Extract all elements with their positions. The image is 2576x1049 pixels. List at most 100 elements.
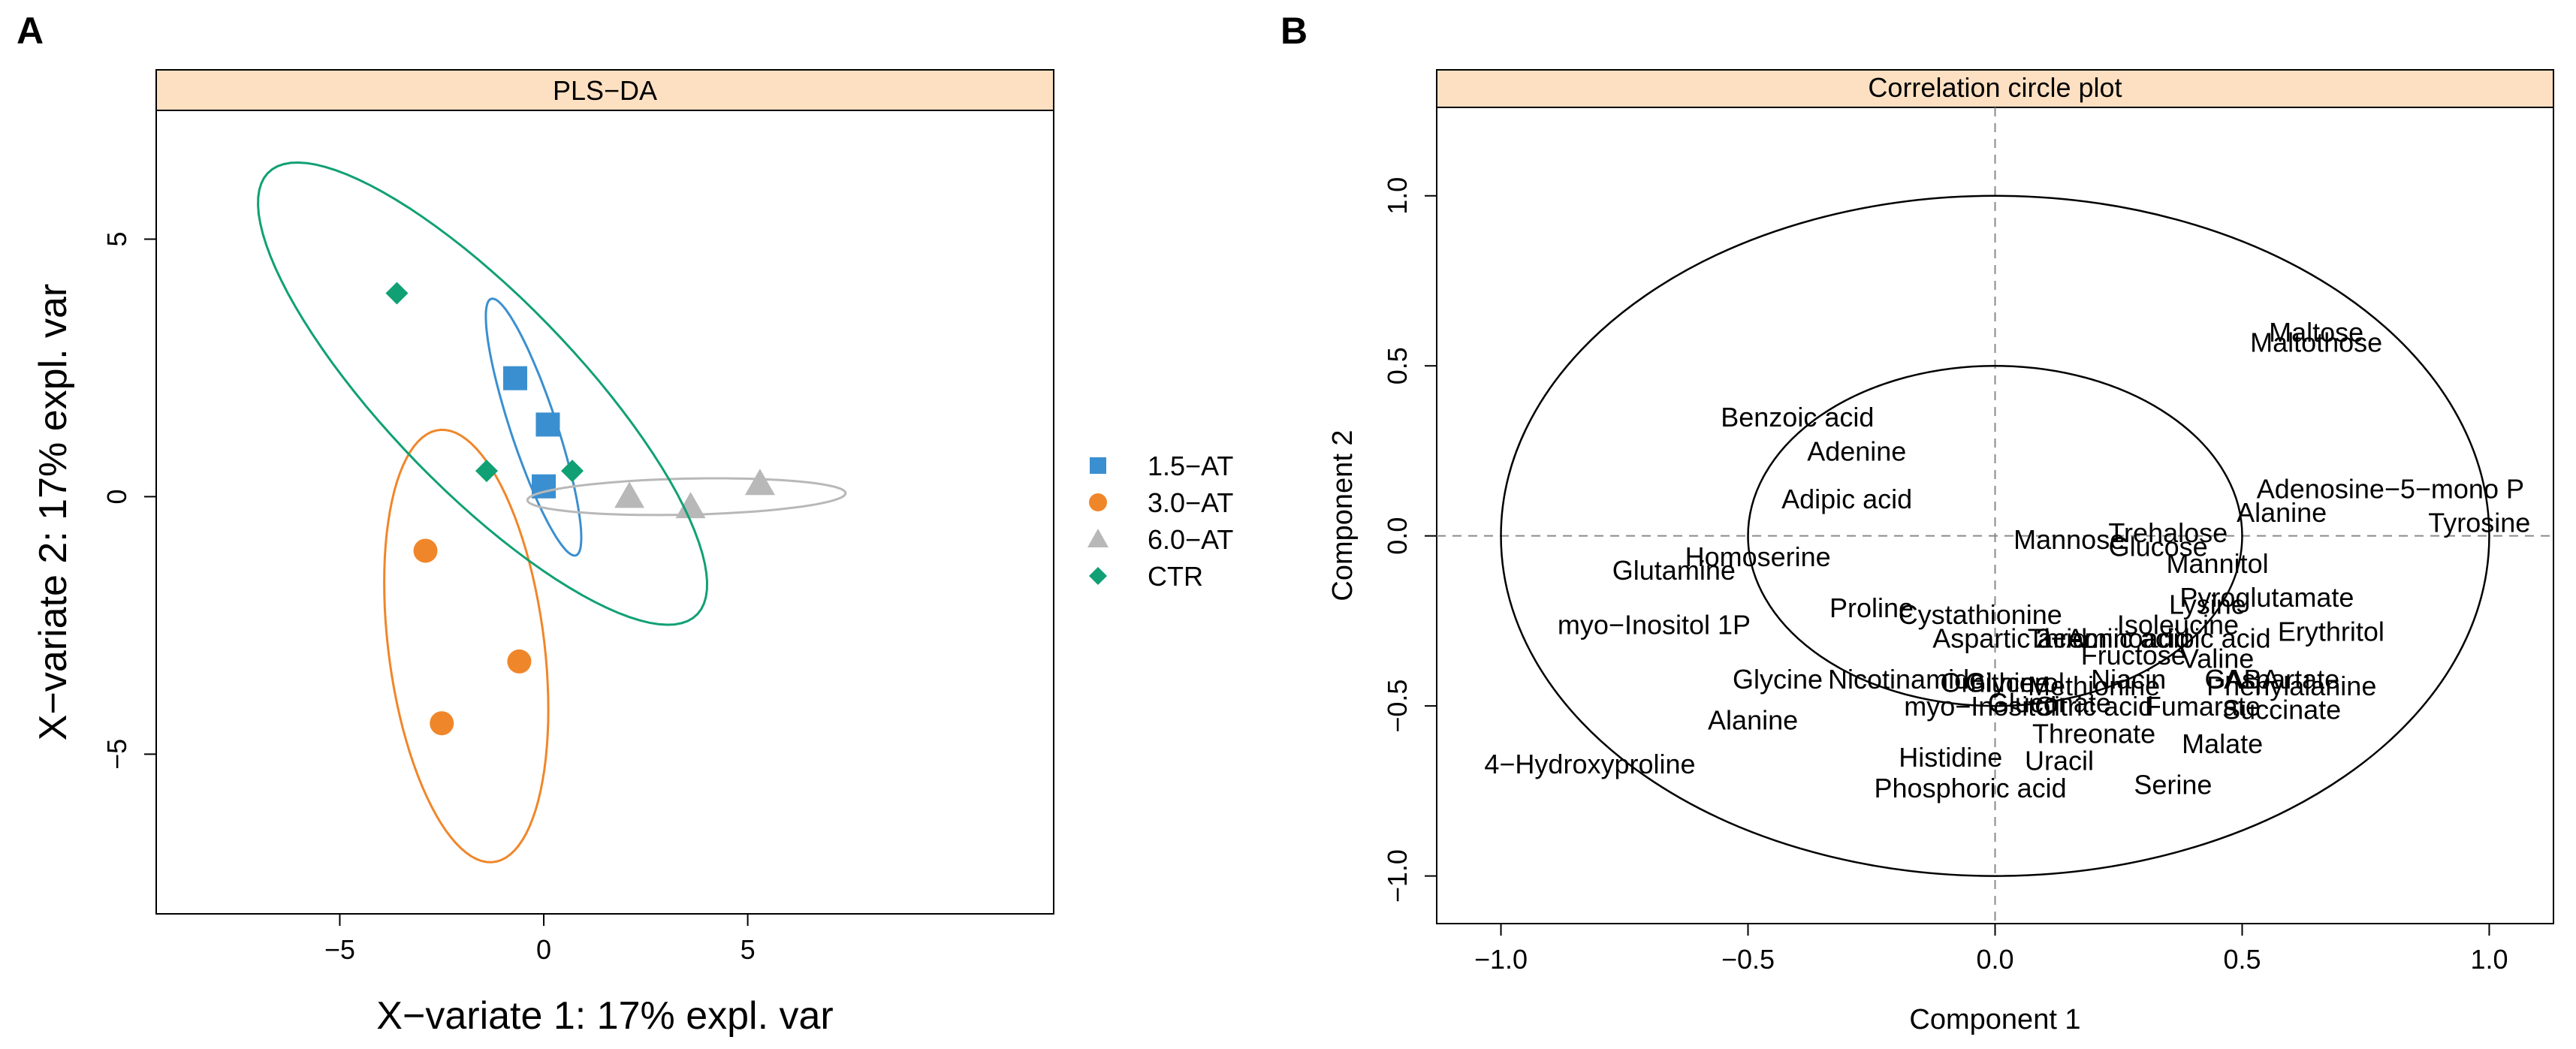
x-axis-label: Component 1: [1909, 1004, 2080, 1035]
data-point-6-0-at: [614, 481, 645, 508]
variable-label: Phenylalanine: [2206, 671, 2376, 701]
data-point-1-5-at: [535, 412, 560, 437]
data-point-ctr: [475, 460, 498, 483]
variable-label: Fructose: [2081, 640, 2186, 671]
variable-label: Aspartate: [2224, 664, 2339, 695]
variable-label: Mannitol: [2167, 548, 2269, 579]
legend-label-6-0-at: 6.0−AT: [1148, 524, 1233, 555]
confidence-ellipse-1-5-at: [484, 297, 583, 557]
variable-label: Alanine: [2237, 497, 2327, 528]
y-tick-label: −1.0: [1382, 849, 1413, 903]
title-strip: [1436, 69, 2554, 108]
plot-frame: [155, 110, 1054, 915]
variable-label: Isoleucine: [2117, 609, 2239, 640]
panel-label-b: B: [1280, 10, 1308, 52]
variable-label: Adenosine−5−mono P: [2257, 473, 2524, 504]
variable-label: GABA: [2204, 664, 2279, 695]
y-tick-label: −5: [101, 739, 132, 770]
data-point-1-5-at: [503, 366, 527, 390]
inner-correlation-circle: [1747, 364, 2243, 707]
legend-label-1-5-at: 1.5−AT: [1148, 451, 1233, 481]
variable-label: Valine: [2181, 644, 2254, 674]
variable-label: Mannose: [2013, 524, 2125, 555]
variable-label: Tyrosine: [2428, 508, 2530, 538]
variable-label: Threonic acid: [2028, 623, 2190, 654]
data-point-ctr: [561, 460, 584, 483]
variable-label: Nicotinamide: [1828, 664, 1984, 695]
x-tick-label: 1.0: [2470, 944, 2508, 975]
variable-label: Glutamine: [1612, 555, 1736, 586]
variable-label: Homoserine: [1685, 541, 1831, 572]
variable-label: Proline: [1829, 592, 1914, 623]
variable-label: myo−Inositol: [1904, 691, 2056, 722]
legend-label-ctr: CTR: [1148, 561, 1203, 592]
legend-marker-1-5-at: [1090, 457, 1106, 474]
title-strip: [155, 69, 1054, 111]
variable-label: Maltothose: [2250, 327, 2382, 358]
variable-label: Adenine: [1807, 436, 1906, 466]
chart-title: PLS−DA: [553, 75, 657, 106]
x-tick-label: −5: [324, 934, 355, 965]
variable-label: Malate: [2182, 728, 2263, 759]
panel-label-a: A: [17, 10, 44, 52]
variable-label: Serine: [2134, 769, 2212, 800]
variable-label: Glycerol: [1965, 667, 2065, 698]
variable-label: Methionine: [2028, 671, 2160, 701]
confidence-ellipse-ctr: [257, 161, 709, 626]
y-tick-label: 5: [101, 231, 132, 246]
variable-label: Fumarate: [2145, 691, 2261, 722]
x-tick-label: −0.5: [1721, 944, 1775, 975]
legend-marker-3-0-at: [1089, 493, 1107, 511]
x-tick-label: 0.0: [1976, 944, 2013, 975]
pls-da-chart: PLS−DA −5 0 5 −5 0 5 X−variate 1: 17% expl. var…: [32, 69, 1233, 1038]
variable-label: 4−Hydroxyproline: [1484, 749, 1695, 779]
data-point-3-0-at: [413, 538, 438, 563]
correlation-circle-chart: Correlation circle plot −1.0 −0.5 0.0 0.5 1.0…: [1327, 69, 2554, 1035]
variable-label: Lysine: [2169, 589, 2246, 619]
variable-label: Alanine: [1708, 704, 1798, 735]
variable-label: Gluconate: [1988, 688, 2111, 719]
variable-label: Trehalose: [2108, 517, 2228, 548]
data-point-3-0-at: [430, 711, 454, 736]
variable-label: Citric acid: [2035, 691, 2153, 722]
variable-label: Uracil: [2025, 746, 2094, 776]
confidence-ellipse-3-0-at: [383, 428, 550, 864]
variable-label: Cystathionine: [1899, 599, 2062, 630]
x-axis-label: X−variate 1: 17% expl. var: [376, 994, 833, 1038]
variable-label: Phosphoric acid: [1875, 773, 2067, 803]
variable-label: Adipic acid: [1781, 484, 1912, 514]
variable-label: Glucose: [2109, 531, 2208, 562]
chart-title: Correlation circle plot: [1868, 72, 2122, 103]
y-axis-label: X−variate 2: 17% expl. var: [32, 284, 75, 740]
x-tick-label: 0.5: [2223, 944, 2261, 975]
variable-label: Benzoic acid: [1721, 402, 1874, 433]
data-point-ctr: [385, 282, 409, 305]
x-tick-label: −1.0: [1474, 944, 1528, 975]
y-axis-label: Component 2: [1327, 430, 1359, 601]
variable-label: 2−Aminoadipic acid: [2035, 623, 2270, 654]
variable-label: Ornithine: [1940, 667, 2050, 698]
y-tick-label: 1.0: [1382, 177, 1413, 215]
variable-label: myo−Inositol 1P: [1558, 609, 1751, 640]
variable-label: Threonate: [2032, 718, 2155, 749]
data-point-6-0-at: [675, 492, 706, 519]
variable-label: Glycine: [1733, 664, 1823, 695]
y-tick-label: 0.5: [1382, 347, 1413, 384]
legend-marker-ctr: [1089, 567, 1107, 585]
outer-correlation-circle: [1500, 194, 2490, 877]
x-tick-label: 5: [741, 934, 756, 965]
data-point-6-0-at: [744, 469, 775, 496]
data-point-3-0-at: [507, 649, 532, 674]
variable-label: Erythritol: [2278, 616, 2384, 647]
y-tick-label: 0: [101, 489, 132, 504]
y-tick-label: 0.0: [1382, 517, 1413, 555]
variable-label: Niacin: [2091, 664, 2166, 695]
y-tick-label: −0.5: [1382, 680, 1413, 733]
variable-label: Maltose: [2269, 317, 2363, 348]
variable-label: Aspartic acid: [1932, 623, 2087, 654]
variable-label: Pyroglutamate: [2179, 582, 2354, 613]
legend-label-3-0-at: 3.0−AT: [1148, 487, 1233, 518]
x-tick-label: 0: [536, 934, 551, 965]
variable-label: Histidine: [1899, 742, 2002, 773]
